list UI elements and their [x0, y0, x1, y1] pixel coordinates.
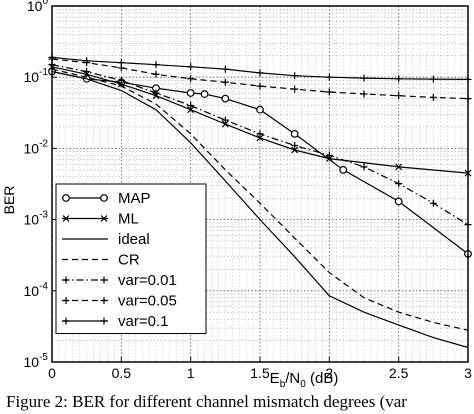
- y-tick-label: 10-2: [24, 138, 49, 156]
- data-point-var-0-05: [187, 75, 195, 83]
- x-tick-label: 2.5: [389, 365, 409, 381]
- data-point-var-0-1: [152, 61, 160, 69]
- y-tick-label: 100: [27, 0, 49, 14]
- data-point-var-0-05: [256, 82, 264, 90]
- data-point-map: [200, 90, 209, 98]
- data-point-var-0-01: [395, 180, 403, 188]
- x-tick-label: 1.5: [250, 365, 270, 381]
- legend-label: ideal: [118, 231, 150, 248]
- data-point-var-0-05: [360, 90, 368, 98]
- legend-marker: [100, 194, 108, 202]
- legend-label: ML: [118, 211, 139, 228]
- data-point-var-0-1: [429, 75, 437, 83]
- data-point-var-0-1: [395, 75, 403, 83]
- data-point-var-0-05: [221, 78, 229, 86]
- data-point-var-0-05: [395, 92, 403, 100]
- x-axis-label-sub1: b: [280, 379, 286, 390]
- x-axis-label-mid: /N: [285, 370, 300, 387]
- axis-ticks: 0 0.5 1 1.5 2 2.5 3 100 10-1 10-2 10-3 10-4 10-5: [24, 0, 473, 381]
- data-point-ml: [291, 146, 299, 154]
- data-point-var-0-01: [360, 163, 368, 171]
- data-point-var-0-01: [152, 89, 160, 97]
- legend-box: [55, 183, 207, 334]
- series-line-cr: [51, 68, 469, 331]
- x-axis-label-sub2: 0: [300, 379, 306, 390]
- data-point-var-0-05: [291, 85, 299, 93]
- legend-label: MAP: [118, 190, 151, 207]
- data-point-var-0-1: [325, 73, 333, 81]
- data-point-var-0-01: [187, 102, 195, 110]
- data-point-var-0-05: [429, 93, 437, 101]
- data-point-var-0-01: [256, 130, 264, 138]
- figure-caption: Figure 2: BER for different channel mism…: [6, 392, 407, 411]
- x-axis-label: Eb/N0 (dB): [270, 370, 339, 390]
- data-point-var-0-1: [117, 59, 125, 67]
- data-point-var-0-01: [221, 116, 229, 124]
- legend: MAP ML ideal CR var=0.01 var=0.05 var=0.1: [55, 183, 207, 334]
- data-point-ml: [187, 106, 195, 114]
- data-point-ml: [117, 80, 125, 88]
- legend-marker: [100, 317, 108, 325]
- y-tick-label: 10-1: [24, 67, 49, 85]
- x-tick-label: 2: [325, 365, 333, 381]
- x-tick-label: 0: [48, 365, 56, 381]
- x-tick-label: 0.5: [112, 365, 132, 381]
- legend-label: CR: [118, 252, 140, 269]
- legend-marker: [100, 297, 108, 304]
- series-line-ideal: [51, 71, 469, 349]
- data-point-ml: [256, 134, 264, 142]
- data-point-var-0-01: [291, 141, 299, 149]
- y-tick-label: 10-4: [24, 281, 49, 299]
- data-point-map: [339, 165, 348, 174]
- data-point-ml: [395, 163, 403, 171]
- x-axis-label-unit: (dB): [306, 370, 339, 387]
- data-point-var-0-01: [429, 199, 437, 207]
- legend-marker: [62, 194, 70, 202]
- y-tick-label: 10-5: [24, 352, 49, 370]
- legend-marker: [62, 297, 70, 304]
- series-line-map: [51, 71, 469, 255]
- legend-marker: [62, 317, 70, 325]
- legend-marker: [100, 276, 108, 284]
- data-point-var-0-1: [256, 69, 264, 77]
- data-point-map: [394, 197, 403, 206]
- legend-marker: [100, 215, 108, 222]
- data-point-var-0-01: [325, 151, 333, 159]
- data-point-map: [290, 129, 299, 138]
- legend-label: var=0.01: [118, 272, 177, 289]
- data-point-var-0-05: [325, 88, 333, 96]
- data-point-var-0-1: [221, 65, 229, 73]
- data-point-map: [221, 94, 230, 103]
- data-point-map: [186, 89, 195, 97]
- legend-marker: [62, 215, 70, 222]
- data-point-var-0-1: [187, 63, 195, 71]
- legend-label: var=0.05: [118, 293, 177, 310]
- legend-marker: [62, 276, 70, 284]
- x-tick-label: 3: [464, 365, 472, 381]
- data-point-var-0-1: [83, 57, 91, 65]
- data-point-var-0-01: [83, 68, 91, 76]
- data-point-var-0-01: [117, 76, 125, 84]
- data-point-var-0-05: [152, 70, 160, 78]
- data-point-var-0-1: [360, 74, 368, 82]
- y-tick-label: 10-3: [24, 210, 49, 228]
- data-point-ml: [221, 120, 229, 128]
- x-tick-label: 1: [187, 365, 195, 381]
- data-point-var-0-1: [291, 72, 299, 80]
- y-axis-label: BER: [1, 186, 17, 215]
- legend-label: var=0.1: [118, 313, 168, 330]
- x-axis-label-main: E: [270, 370, 280, 387]
- data-point-map: [256, 105, 264, 114]
